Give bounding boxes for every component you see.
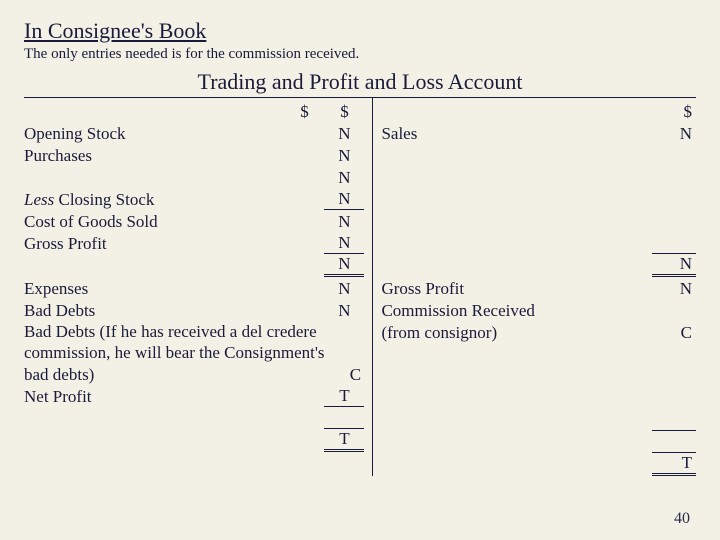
row-value: T bbox=[324, 429, 364, 452]
row-value: T bbox=[324, 386, 364, 407]
row-value: N bbox=[324, 254, 364, 277]
table-row: Less Closing Stock N bbox=[24, 188, 364, 210]
table-row: Bad Debts (If he has received a del cred… bbox=[24, 321, 364, 385]
table-row: (from consignor) C bbox=[381, 321, 696, 343]
currency-header: $ bbox=[652, 102, 696, 122]
ledger-table: $ $ Opening Stock N Purchases N N Less C… bbox=[24, 97, 696, 476]
row-desc: Gross Profit bbox=[24, 234, 284, 254]
row-value: N bbox=[324, 124, 364, 144]
row-value: N bbox=[324, 301, 364, 321]
row-value: N bbox=[652, 124, 696, 144]
row-desc: Expenses bbox=[24, 279, 284, 299]
row-desc: Less Closing Stock bbox=[24, 190, 284, 210]
table-row: Commission Received bbox=[381, 299, 696, 321]
row-value: N bbox=[324, 146, 364, 166]
section-heading: In Consignee's Book bbox=[24, 18, 696, 44]
table-row bbox=[381, 409, 696, 431]
table-row: Cost of Goods Sold N bbox=[24, 210, 364, 232]
table-row: Expenses N bbox=[24, 277, 364, 299]
table-row: N bbox=[381, 254, 696, 277]
table-row: Sales N bbox=[381, 122, 696, 144]
table-row: T bbox=[381, 453, 696, 476]
row-value: N bbox=[324, 189, 364, 210]
table-row: Bad Debts N bbox=[24, 299, 364, 321]
row-desc: Purchases bbox=[24, 146, 284, 166]
section-subheading: The only entries needed is for the commi… bbox=[24, 46, 696, 63]
table-row: Gross Profit N bbox=[381, 277, 696, 299]
row-desc: Bad Debts bbox=[24, 301, 284, 321]
row-value: N bbox=[652, 254, 696, 277]
page-number: 40 bbox=[674, 510, 690, 528]
row-value: C bbox=[652, 323, 696, 343]
row-value: N bbox=[652, 279, 696, 299]
row-desc: Commission Received bbox=[381, 301, 652, 321]
row-desc: (from consignor) bbox=[381, 323, 652, 343]
currency-header: $ bbox=[324, 102, 364, 122]
table-row: Gross Profit N bbox=[24, 232, 364, 254]
table-row: N bbox=[24, 166, 364, 188]
row-value: N bbox=[324, 233, 364, 254]
row-value: N bbox=[324, 279, 364, 299]
table-row: Net Profit T bbox=[24, 385, 364, 407]
currency-header: $ bbox=[284, 102, 324, 122]
row-value: N bbox=[324, 168, 364, 188]
row-desc: Gross Profit bbox=[381, 279, 652, 299]
table-row: Purchases N bbox=[24, 144, 364, 166]
row-value: N bbox=[324, 212, 364, 232]
row-desc: Sales bbox=[381, 124, 652, 144]
account-title: Trading and Profit and Loss Account bbox=[24, 69, 696, 95]
row-value: T bbox=[652, 453, 696, 476]
table-row: Opening Stock N bbox=[24, 122, 364, 144]
debit-side: $ $ Opening Stock N Purchases N N Less C… bbox=[24, 98, 373, 476]
row-desc: Bad Debts (If he has received a del cred… bbox=[24, 321, 329, 385]
table-row: T bbox=[24, 429, 364, 452]
header-row: $ $ bbox=[24, 100, 364, 122]
credit-side: $ Sales N N Gross Profit N Commission Re… bbox=[373, 98, 696, 476]
table-row bbox=[24, 407, 364, 429]
table-row: N bbox=[24, 254, 364, 277]
table-row bbox=[381, 431, 696, 453]
row-desc: Opening Stock bbox=[24, 124, 284, 144]
table-row bbox=[381, 232, 696, 254]
row-value: C bbox=[347, 365, 365, 385]
header-row: $ bbox=[381, 100, 696, 122]
row-desc: Net Profit bbox=[24, 387, 284, 407]
row-desc: Cost of Goods Sold bbox=[24, 212, 284, 232]
